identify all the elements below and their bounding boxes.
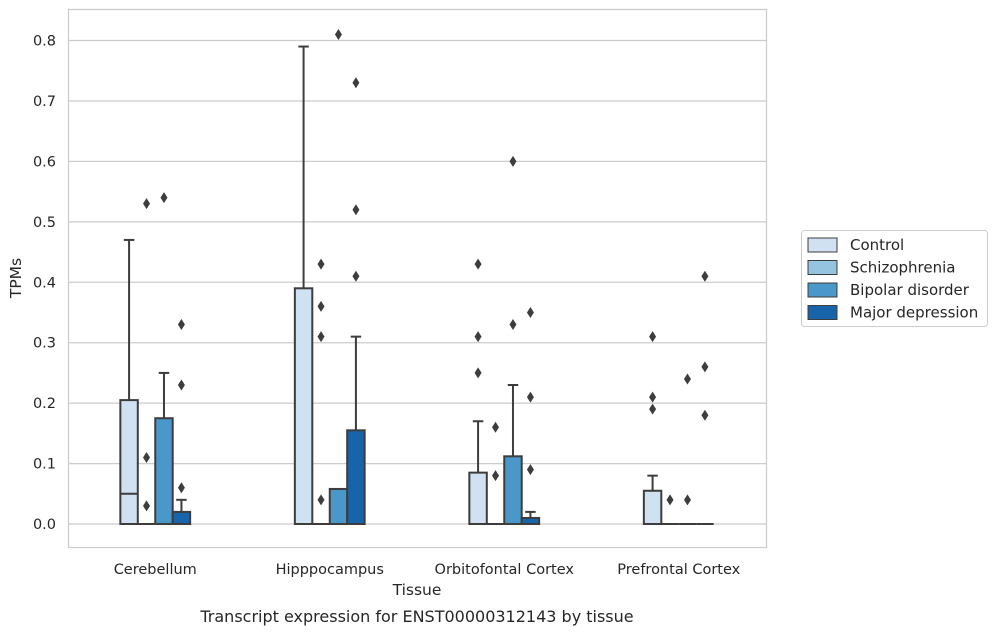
legend-items: Control Schizophrenia Bipolar disorder Majo… xyxy=(807,236,978,322)
outlier-point xyxy=(143,198,151,210)
x-axis-title: Tissue xyxy=(392,581,442,599)
legend: Control Schizophrenia Bipolar disorder Majo… xyxy=(801,230,988,327)
outlier-point xyxy=(143,500,151,512)
box-body xyxy=(503,455,523,525)
x-tick-label: Hipppocampus xyxy=(276,562,384,578)
outlier-point xyxy=(526,464,534,476)
outlier-point xyxy=(649,331,657,343)
outlier-point xyxy=(474,258,482,270)
x-axis-ticks: Cerebellum Hipppocampus Orbitofontal Corte… xyxy=(114,562,741,578)
legend-swatch xyxy=(807,305,838,320)
box-body xyxy=(642,489,663,525)
box-body xyxy=(468,471,488,525)
y-tick-label: 0.5 xyxy=(33,215,56,231)
y-axis-title: TPMs xyxy=(7,258,25,299)
outlier-point xyxy=(526,391,534,403)
y-tick-label: 0.1 xyxy=(33,457,56,473)
box-body xyxy=(293,287,314,526)
legend-swatch xyxy=(807,260,838,275)
outlier-point xyxy=(177,319,185,331)
legend-label: Major depression xyxy=(850,304,978,322)
outlier-point xyxy=(492,470,500,482)
outlier-point xyxy=(701,361,709,373)
y-tick-label: 0.3 xyxy=(33,336,56,352)
box-schizophrenia xyxy=(661,494,679,525)
outlier-point xyxy=(492,421,500,433)
outlier-point xyxy=(649,391,657,403)
y-tick-label: 0.6 xyxy=(33,154,56,170)
box-bipolar-disorder xyxy=(328,28,349,526)
box-schizophrenia xyxy=(137,198,156,525)
outlier-point xyxy=(474,331,482,343)
box-control xyxy=(468,258,488,525)
outlier-point xyxy=(666,494,674,506)
outlier-point xyxy=(334,28,342,40)
box-body xyxy=(154,417,174,525)
plot-area-frame xyxy=(67,8,768,549)
outlier-point xyxy=(160,192,168,204)
outlier-point xyxy=(317,494,325,506)
box-body xyxy=(119,399,139,525)
y-tick-label: 0.0 xyxy=(33,517,56,533)
outlier-point xyxy=(317,331,325,343)
box-major-depression xyxy=(696,270,714,525)
outlier-point xyxy=(701,409,709,421)
legend-label: Bipolar disorder xyxy=(850,281,970,299)
outlier-point xyxy=(509,155,517,167)
x-tick-label: Prefrontal Cortex xyxy=(617,562,740,578)
y-axis-ticks: 0.0 0.1 0.2 0.3 0.4 0.5 0.6 0.7 0.8 xyxy=(33,34,56,534)
outlier-point xyxy=(317,300,325,312)
box-body xyxy=(171,510,192,526)
legend-frame xyxy=(801,230,988,327)
outlier-point xyxy=(177,379,185,391)
y-tick-label: 0.4 xyxy=(33,275,56,291)
boxes-layer xyxy=(119,28,714,526)
chart-caption: Transcript expression for ENST0000031214… xyxy=(199,607,633,626)
outlier-point xyxy=(683,494,691,506)
box-major-depression xyxy=(520,306,541,525)
box-body xyxy=(346,429,366,525)
x-tick-label: Cerebellum xyxy=(114,562,197,578)
box-schizophrenia xyxy=(312,258,330,525)
x-tick-label: Orbitofontal Cortex xyxy=(435,562,575,578)
box-major-depression xyxy=(171,319,192,526)
legend-label: Schizophrenia xyxy=(850,259,955,277)
box-body xyxy=(328,487,349,526)
box-bipolar-disorder xyxy=(154,192,174,525)
y-tick-label: 0.8 xyxy=(33,34,56,50)
grid-lines xyxy=(68,39,766,525)
outlier-point xyxy=(474,367,482,379)
box-bipolar-disorder xyxy=(678,373,697,525)
outlier-point xyxy=(177,482,185,494)
outlier-point xyxy=(526,306,534,318)
box-control xyxy=(293,45,314,526)
y-tick-label: 0.7 xyxy=(33,94,56,110)
outlier-point xyxy=(683,373,691,385)
y-tick-label: 0.2 xyxy=(33,396,56,412)
box-control xyxy=(642,331,663,525)
outlier-point xyxy=(352,270,360,282)
box-control xyxy=(119,238,139,525)
legend-swatch xyxy=(807,282,838,298)
outlier-point xyxy=(352,77,360,89)
legend-label: Control xyxy=(850,236,904,254)
legend-swatch xyxy=(807,237,838,253)
outlier-point xyxy=(143,452,151,464)
outlier-point xyxy=(701,270,709,282)
box-major-depression xyxy=(346,77,366,525)
outlier-point xyxy=(509,319,517,331)
outlier-point xyxy=(317,258,325,270)
box-schizophrenia xyxy=(486,421,505,525)
outlier-point xyxy=(649,403,657,415)
outlier-point xyxy=(352,204,360,216)
box-bipolar-disorder xyxy=(503,155,523,525)
